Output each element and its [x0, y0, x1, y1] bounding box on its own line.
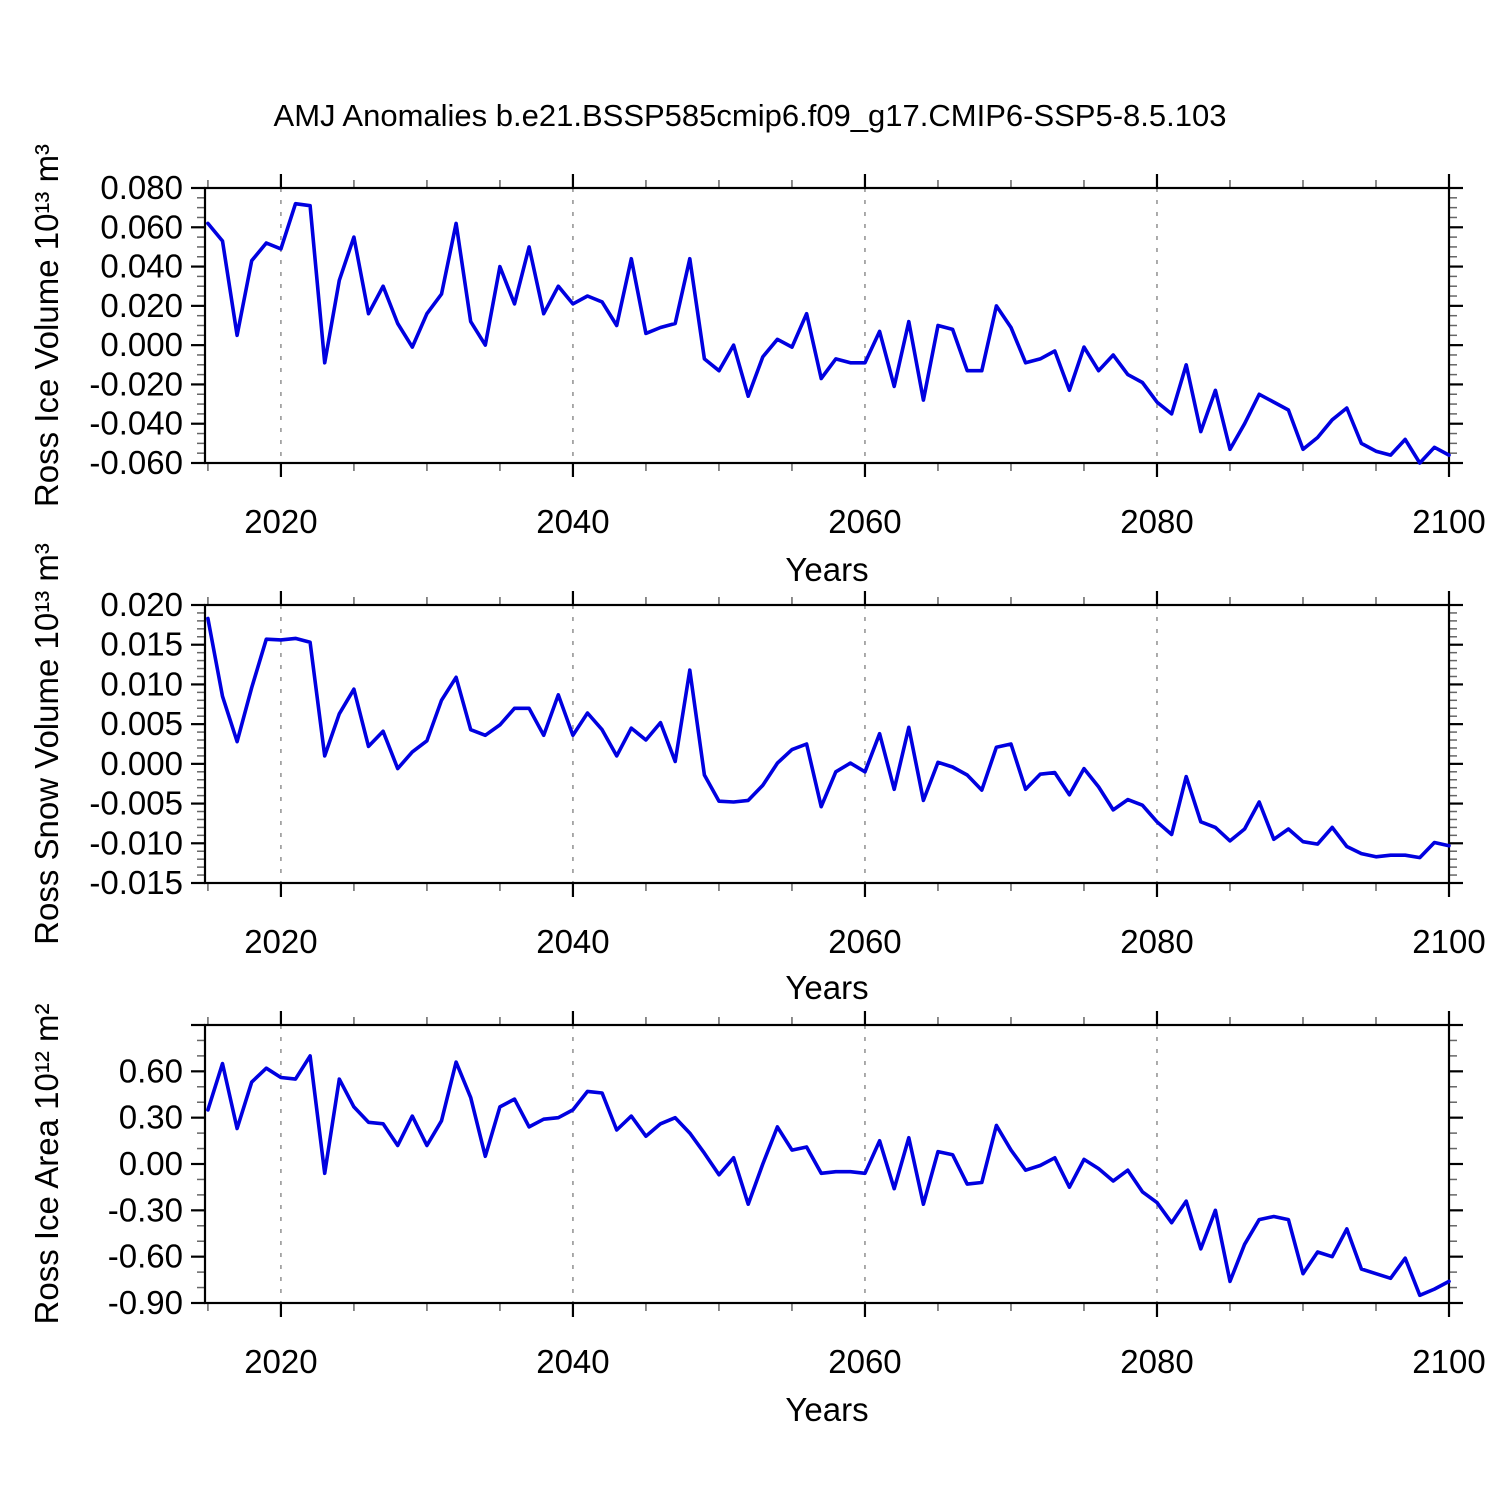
y-tick-label: 0.020 [100, 586, 183, 623]
y-tick-label: 0.080 [100, 169, 183, 206]
y-tick-label: -0.30 [108, 1191, 183, 1228]
y-axis-title-ice-volume: Ross Ice Volume 10¹³ m³ [28, 144, 65, 507]
x-tick-label: 2080 [1120, 923, 1193, 960]
x-tick-label: 2060 [828, 503, 901, 540]
x-tick-label: 2020 [244, 923, 317, 960]
y-tick-label: 0.015 [100, 626, 183, 663]
panel-ross-ice-volume: 2020 2040 2060 2080 2100 0.0800.0600.0400.020… [28, 144, 1486, 588]
y-tick-label: -0.60 [108, 1238, 183, 1275]
x-tick-label: 2100 [1412, 923, 1485, 960]
x-tick-label: 2060 [828, 923, 901, 960]
x-tick-label: 2040 [536, 503, 609, 540]
x-axis-title-years-2: Years [785, 969, 868, 1006]
panel-ross-ice-area: 2020 2040 2060 2080 2100 0.60 0.30 0.00 -0.30 -0.… [28, 1004, 1486, 1428]
plot-frame [203, 186, 1451, 465]
x-axis-title-years-3: Years [785, 1391, 868, 1428]
x-tick-label: 2040 [536, 923, 609, 960]
x-tick-label: 2080 [1120, 1343, 1193, 1380]
x-tick-label: 2020 [244, 1343, 317, 1380]
x-axis-title-years-1: Years [785, 551, 868, 588]
panel-ross-snow-volume: 2020 2040 2060 2080 2100 0.0200.0150.0100.005… [28, 543, 1486, 1006]
y-tick-label: -0.005 [89, 785, 183, 822]
y-axis-title-ice-area: Ross Ice Area 10¹² m² [28, 1004, 65, 1325]
data-line [206, 201, 1451, 465]
y-tick-label: 0.000 [100, 745, 183, 782]
x-tick-label: 2020 [244, 503, 317, 540]
y-tick-label: -0.90 [108, 1284, 183, 1321]
y-tick-label: 0.60 [119, 1052, 183, 1089]
y-tick-label: -0.015 [89, 864, 183, 901]
y-tick-label: 0.30 [119, 1099, 183, 1136]
y-tick-label: 0.00 [119, 1145, 183, 1182]
x-tick-label: 2060 [828, 1343, 901, 1380]
x-tick-label: 2100 [1412, 1343, 1485, 1380]
plot-frame [203, 1023, 1451, 1305]
chart-title: AMJ Anomalies b.e21.BSSP585cmip6.f09_g17… [274, 98, 1227, 133]
y-tick-label: -0.010 [89, 824, 183, 861]
plot-frame [203, 603, 1451, 885]
y-tick-label: 0.005 [100, 705, 183, 742]
x-tick-label: 2100 [1412, 503, 1485, 540]
x-tick-label: 2080 [1120, 503, 1193, 540]
y-tick-label: -0.020 [89, 365, 183, 402]
x-tick-label: 2040 [536, 1343, 609, 1380]
y-tick-label: -0.040 [89, 405, 183, 442]
y-tick-label: 0.020 [100, 287, 183, 324]
y-tick-label: -0.060 [89, 444, 183, 481]
data-line [206, 1054, 1451, 1298]
y-tick-label: 0.000 [100, 326, 183, 363]
y-tick-label: 0.010 [100, 665, 183, 702]
y-tick-label: 0.040 [100, 248, 183, 285]
y-axis-title-snow-volume: Ross Snow Volume 10¹³ m³ [28, 543, 65, 945]
data-line [206, 616, 1451, 860]
y-tick-label: 0.060 [100, 208, 183, 245]
